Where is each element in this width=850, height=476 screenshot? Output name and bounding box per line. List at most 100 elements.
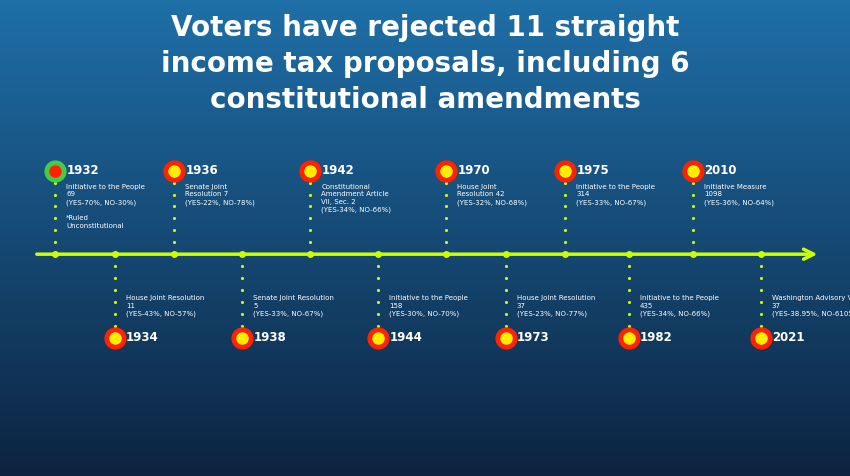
Bar xyxy=(0,12,850,14)
Bar xyxy=(0,383,850,386)
Bar xyxy=(0,359,850,362)
Bar xyxy=(0,176,850,178)
Bar xyxy=(0,40,850,43)
Bar xyxy=(0,221,850,224)
Text: 1944: 1944 xyxy=(389,330,422,343)
Bar xyxy=(0,24,850,26)
Bar xyxy=(0,98,850,100)
Bar xyxy=(0,274,850,276)
Bar xyxy=(0,414,850,416)
Bar xyxy=(0,250,850,252)
Bar xyxy=(0,340,850,343)
Bar xyxy=(0,33,850,36)
Bar xyxy=(0,79,850,81)
Bar xyxy=(0,428,850,431)
Text: Voters have rejected 11 straight
income tax proposals, including 6
constitutiona: Voters have rejected 11 straight income … xyxy=(161,14,689,113)
Bar xyxy=(0,190,850,193)
Bar xyxy=(0,252,850,255)
Text: 1973: 1973 xyxy=(517,330,549,343)
Bar xyxy=(0,362,850,364)
Bar xyxy=(0,10,850,12)
Bar xyxy=(0,7,850,10)
Bar xyxy=(0,436,850,438)
Bar xyxy=(0,60,850,62)
Bar xyxy=(0,328,850,331)
Bar xyxy=(0,286,850,288)
Bar xyxy=(0,124,850,126)
Bar xyxy=(0,224,850,226)
Text: 1975: 1975 xyxy=(576,163,609,177)
Bar xyxy=(0,86,850,88)
Bar xyxy=(0,233,850,236)
Bar xyxy=(0,43,850,45)
Bar xyxy=(0,321,850,324)
Bar xyxy=(0,162,850,164)
Bar xyxy=(0,2,850,5)
Bar xyxy=(0,447,850,450)
Bar xyxy=(0,386,850,388)
Bar xyxy=(0,338,850,340)
Bar xyxy=(0,169,850,171)
Text: Initiative to the People
314
(YES-33%, NO-67%): Initiative to the People 314 (YES-33%, N… xyxy=(576,183,655,205)
Text: Washington Advisory Vote
37
(YES-38.95%, NO-6105%): Washington Advisory Vote 37 (YES-38.95%,… xyxy=(772,295,850,317)
Text: Senate Joint
Resolution 7
(YES-22%, NO-78%): Senate Joint Resolution 7 (YES-22%, NO-7… xyxy=(185,183,255,205)
Bar xyxy=(0,100,850,102)
Text: 1936: 1936 xyxy=(185,163,218,177)
Bar xyxy=(0,367,850,369)
Bar xyxy=(0,131,850,133)
Bar xyxy=(0,290,850,293)
Bar xyxy=(0,95,850,98)
Bar xyxy=(0,112,850,114)
Text: 1934: 1934 xyxy=(126,330,159,343)
Bar xyxy=(0,455,850,457)
Bar xyxy=(0,217,850,219)
Bar xyxy=(0,319,850,321)
Bar xyxy=(0,412,850,414)
Bar xyxy=(0,67,850,69)
Bar xyxy=(0,159,850,162)
Text: 2010: 2010 xyxy=(704,163,736,177)
Bar xyxy=(0,171,850,174)
Bar xyxy=(0,167,850,169)
Bar xyxy=(0,155,850,157)
Bar xyxy=(0,188,850,190)
Bar xyxy=(0,438,850,440)
Bar xyxy=(0,148,850,150)
Bar xyxy=(0,474,850,476)
Bar xyxy=(0,26,850,29)
Bar xyxy=(0,62,850,64)
Bar xyxy=(0,317,850,319)
Bar xyxy=(0,457,850,459)
Bar xyxy=(0,157,850,159)
Text: 1970: 1970 xyxy=(457,163,490,177)
Bar xyxy=(0,243,850,245)
Bar xyxy=(0,81,850,83)
Bar xyxy=(0,219,850,221)
Bar xyxy=(0,390,850,393)
Bar xyxy=(0,419,850,421)
Bar xyxy=(0,114,850,117)
Bar xyxy=(0,307,850,309)
Bar xyxy=(0,117,850,119)
Bar xyxy=(0,205,850,207)
Bar xyxy=(0,38,850,40)
Bar xyxy=(0,352,850,355)
Bar xyxy=(0,200,850,202)
Text: Initiative to the People
69
(YES-70%, NO-30%)

*Ruled
Unconstitutional: Initiative to the People 69 (YES-70%, NO… xyxy=(66,183,145,228)
Bar xyxy=(0,374,850,376)
Bar xyxy=(0,0,850,2)
Bar xyxy=(0,350,850,352)
Bar xyxy=(0,14,850,17)
Bar xyxy=(0,345,850,347)
Bar xyxy=(0,178,850,181)
Bar xyxy=(0,378,850,381)
Bar xyxy=(0,471,850,474)
Bar xyxy=(0,300,850,302)
Text: Senate Joint Resolution
5
(YES-33%, NO-67%): Senate Joint Resolution 5 (YES-33%, NO-6… xyxy=(253,295,334,317)
Bar xyxy=(0,19,850,21)
Bar xyxy=(0,45,850,48)
Bar xyxy=(0,333,850,336)
Bar xyxy=(0,198,850,200)
Bar xyxy=(0,174,850,176)
Bar xyxy=(0,48,850,50)
